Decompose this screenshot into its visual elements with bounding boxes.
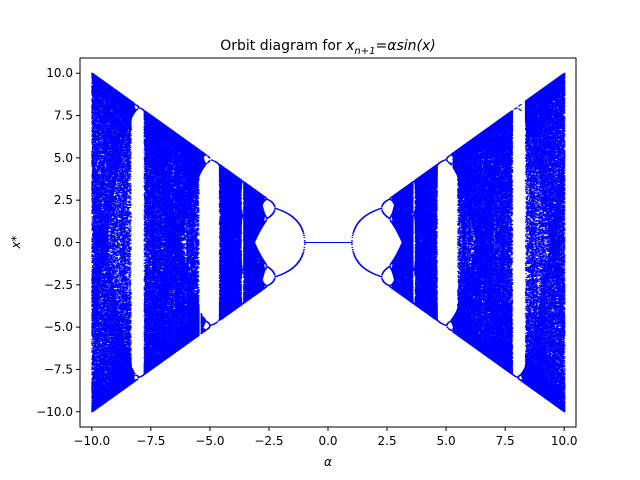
x-tick-label: 2.5: [378, 434, 397, 448]
x-tick-label: −5.0: [195, 434, 224, 448]
x-axis-label: α: [324, 455, 332, 469]
y-tick-label: 2.5: [54, 193, 73, 207]
chart-title: Orbit diagram for xn+1=αsin(x): [220, 38, 435, 57]
x-tick-label: 5.0: [437, 434, 456, 448]
y-tick-label: 10.0: [46, 66, 73, 80]
y-axis-ticks: −10.0 −7.5 −5.0 −2.5 0.0 2.5 5.0 7.5 10.0: [36, 66, 80, 419]
x-tick-label: 7.5: [496, 434, 515, 448]
x-tick-label: 0.0: [318, 434, 337, 448]
y-tick-label: 7.5: [54, 109, 73, 123]
y-tick-label: 0.0: [54, 236, 73, 250]
x-tick-label: −2.5: [254, 434, 283, 448]
x-tick-label: 10.0: [551, 434, 578, 448]
chart-title-prefix: Orbit diagram for: [220, 38, 346, 54]
x-axis-ticks: −10.0 −7.5 −5.0 −2.5 0.0 2.5 5.0 7.5 10.0: [73, 427, 577, 448]
data-point: [92, 73, 565, 411]
chart-title-subscript: n+1: [354, 46, 375, 57]
y-tick-label: −7.5: [44, 362, 73, 376]
x-tick-label: −7.5: [136, 434, 165, 448]
chart-title-rhs: αsin(x): [387, 38, 436, 54]
y-tick-label: 5.0: [54, 151, 73, 165]
y-tick-label: −5.0: [44, 320, 73, 334]
plot-points: [92, 73, 565, 411]
y-axis-label: x*: [9, 235, 23, 249]
chart-title-eq: =: [376, 38, 388, 54]
y-tick-label: −10.0: [36, 405, 73, 419]
x-tick-label: −10.0: [73, 434, 110, 448]
y-tick-label: −2.5: [44, 278, 73, 292]
